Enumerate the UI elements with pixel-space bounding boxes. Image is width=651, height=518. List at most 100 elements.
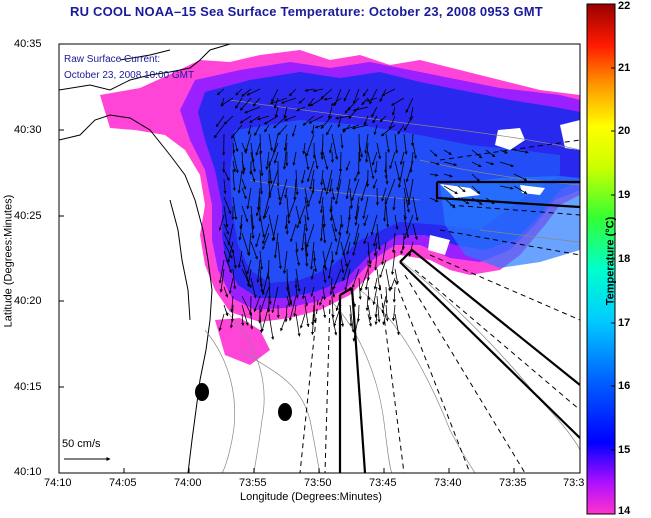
current-vector bbox=[304, 88, 315, 92]
radar-site-marker bbox=[195, 383, 209, 401]
current-vector bbox=[354, 205, 360, 226]
current-vector bbox=[254, 124, 261, 137]
current-vectors bbox=[213, 88, 529, 342]
current-vector bbox=[282, 250, 288, 274]
current-vector bbox=[283, 133, 288, 152]
current-vector bbox=[244, 106, 261, 114]
current-vector bbox=[335, 295, 342, 312]
current-vector bbox=[264, 124, 270, 133]
current-vector bbox=[322, 178, 327, 192]
current-vector bbox=[359, 268, 369, 292]
current-vector bbox=[241, 88, 252, 97]
current-vector bbox=[369, 88, 378, 105]
current-vector bbox=[328, 106, 333, 119]
current-vector bbox=[218, 259, 225, 284]
current-vector bbox=[259, 133, 263, 155]
current-vector bbox=[353, 223, 360, 246]
current-vector bbox=[331, 187, 336, 201]
current-vector bbox=[305, 133, 315, 157]
current-vector bbox=[273, 97, 279, 109]
current-vector bbox=[409, 151, 414, 173]
colorbar-tick-marks bbox=[611, 67, 615, 451]
current-vector bbox=[352, 313, 360, 342]
current-vector bbox=[499, 185, 514, 190]
y-tick-label: 40:10 bbox=[14, 466, 42, 478]
current-vector bbox=[300, 169, 306, 184]
current-vector bbox=[457, 197, 470, 205]
current-vector bbox=[252, 97, 261, 107]
current-vector bbox=[391, 106, 396, 116]
current-vector bbox=[284, 214, 288, 230]
current-vector bbox=[320, 115, 333, 130]
current-vector bbox=[397, 160, 405, 188]
current-vector bbox=[373, 232, 378, 247]
current-vector bbox=[259, 277, 264, 293]
current-vector bbox=[325, 169, 333, 195]
current-vector bbox=[241, 205, 249, 223]
current-vector bbox=[235, 88, 243, 96]
current-vector bbox=[274, 106, 279, 118]
current-vector bbox=[272, 133, 279, 154]
current-vector bbox=[379, 115, 387, 123]
current-vector bbox=[232, 133, 239, 152]
current-vector bbox=[232, 268, 237, 290]
current-vector bbox=[392, 286, 396, 303]
current-vector bbox=[345, 214, 351, 235]
current-vector bbox=[250, 169, 256, 183]
current-vector bbox=[405, 97, 414, 114]
current-vector bbox=[223, 250, 232, 274]
current-vector bbox=[230, 124, 243, 139]
current-vector bbox=[223, 223, 229, 235]
current-vector bbox=[304, 196, 310, 221]
current-vector bbox=[295, 313, 301, 337]
current-vector bbox=[241, 259, 250, 284]
current-vector bbox=[429, 197, 439, 202]
current-vector bbox=[363, 214, 369, 227]
current-vector bbox=[223, 196, 232, 215]
current-vector bbox=[273, 232, 279, 259]
beam-lines bbox=[299, 139, 580, 473]
current-vector bbox=[277, 124, 288, 136]
current-vector bbox=[250, 205, 255, 230]
current-vector bbox=[247, 124, 252, 135]
y-tick-label: 40:35 bbox=[14, 38, 42, 50]
current-vector bbox=[328, 142, 333, 154]
colorbar-tick-label: 22 bbox=[618, 0, 631, 12]
current-vector bbox=[385, 268, 392, 292]
current-vector bbox=[394, 268, 399, 285]
current-vector bbox=[367, 286, 371, 301]
current-vector bbox=[241, 178, 247, 190]
x-tick-label: 73:3 bbox=[563, 477, 585, 489]
current-vector bbox=[347, 97, 360, 111]
current-vector bbox=[394, 160, 401, 181]
current-vector bbox=[349, 286, 356, 308]
current-vector bbox=[338, 151, 343, 173]
current-vector bbox=[471, 161, 482, 168]
current-vector bbox=[371, 106, 378, 118]
current-vector bbox=[291, 124, 297, 137]
current-vector bbox=[255, 232, 261, 248]
y-tick-label: 40:30 bbox=[14, 124, 42, 136]
current-vector bbox=[218, 214, 225, 231]
current-vector bbox=[340, 313, 345, 327]
current-vector bbox=[429, 161, 440, 166]
current-vector bbox=[259, 151, 264, 177]
current-vector bbox=[227, 241, 234, 263]
current-vector bbox=[250, 142, 255, 163]
current-vector bbox=[352, 124, 369, 130]
colorbar-tick-label: 21 bbox=[618, 62, 631, 74]
current-vector bbox=[331, 223, 338, 243]
current-vector bbox=[284, 187, 288, 199]
current-vector bbox=[223, 232, 235, 254]
current-vector bbox=[412, 223, 418, 240]
current-vector bbox=[382, 313, 387, 326]
current-vector bbox=[353, 88, 360, 105]
current-vector bbox=[384, 178, 396, 206]
current-vector bbox=[261, 268, 270, 296]
current-vector bbox=[400, 241, 405, 255]
current-vector bbox=[232, 250, 237, 269]
current-vector bbox=[263, 205, 270, 219]
current-vector bbox=[374, 250, 378, 271]
current-vector bbox=[373, 241, 378, 257]
current-vector bbox=[341, 124, 360, 131]
